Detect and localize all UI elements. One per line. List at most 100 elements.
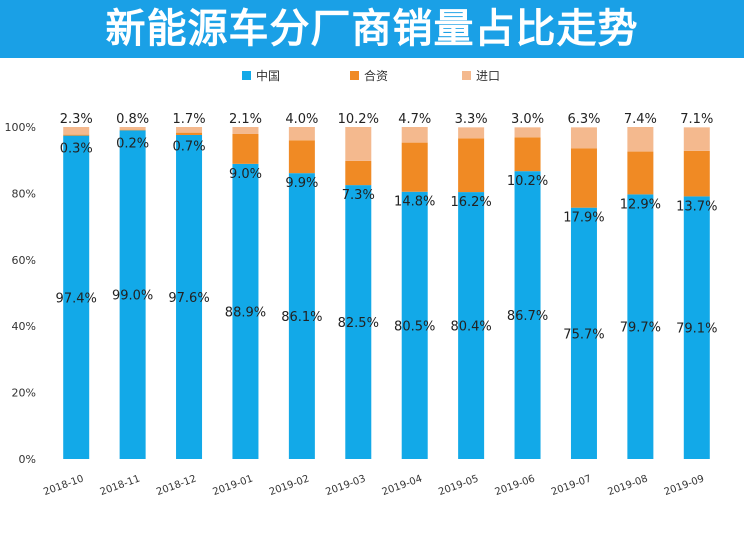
- y-tick-label: 0%: [19, 453, 36, 466]
- bar-segment: [514, 127, 541, 138]
- data-label: 0.2%: [116, 137, 149, 152]
- data-label: 17.9%: [563, 211, 604, 226]
- x-tick-label: 2019-02: [268, 473, 311, 498]
- bar-segment: [288, 140, 315, 174]
- bar-segment: [627, 194, 654, 459]
- x-tick-label: 2019-01: [211, 473, 254, 498]
- data-label: 14.8%: [394, 195, 435, 210]
- x-tick-label: 2018-11: [99, 473, 142, 498]
- bar-segment: [345, 127, 372, 161]
- data-labels: 97.4% 0.3% 2.3% 99.0% 0.2% 0.8% 97.6% 0.7% 1.7% 8…: [56, 112, 718, 342]
- legend-swatch: [350, 71, 359, 80]
- bar-segment: [63, 134, 90, 136]
- legend-label: 进口: [476, 69, 500, 83]
- x-tick-label: 2018-10: [42, 473, 85, 498]
- data-label: 97.6%: [168, 291, 209, 306]
- data-label: 80.4%: [450, 320, 491, 335]
- bar-segment: [176, 134, 203, 459]
- data-label: 2.1%: [229, 112, 262, 127]
- data-label: 80.5%: [394, 319, 435, 334]
- data-label: 75.7%: [563, 327, 604, 342]
- data-label: 79.1%: [676, 322, 717, 337]
- y-axis: 0% 20% 40% 60% 80% 100%: [5, 121, 36, 466]
- x-tick-label: 2019-03: [324, 473, 367, 498]
- bar-segment: [345, 160, 372, 186]
- data-label: 6.3%: [567, 112, 600, 127]
- data-label: 0.3%: [60, 142, 93, 157]
- bar-segment: [514, 137, 541, 172]
- x-tick-label: 2019-08: [606, 473, 649, 498]
- bar-segment: [458, 127, 485, 139]
- y-tick-label: 20%: [12, 387, 36, 400]
- bar-segment: [119, 130, 146, 459]
- legend: 中国 合资 进口: [242, 68, 500, 83]
- bar-segment: [570, 148, 597, 208]
- data-label: 10.2%: [507, 174, 548, 189]
- bar-segment: [683, 196, 710, 459]
- x-tick-label: 2018-12: [155, 473, 198, 498]
- bars: [63, 127, 710, 460]
- data-label: 3.0%: [511, 112, 544, 127]
- data-label: 2.3%: [60, 112, 93, 127]
- data-label: 79.7%: [620, 321, 661, 336]
- bar-segment: [514, 171, 541, 459]
- x-tick-label: 2019-05: [437, 473, 480, 498]
- data-label: 9.0%: [229, 167, 262, 182]
- bar-segment: [63, 135, 90, 459]
- data-label: 7.4%: [624, 112, 657, 127]
- bar-segment: [458, 192, 485, 459]
- bar-segment: [401, 142, 428, 192]
- x-tick-label: 2019-06: [494, 473, 537, 498]
- bar-segment: [401, 191, 428, 460]
- data-label: 3.3%: [455, 112, 488, 127]
- title-bar: [0, 0, 744, 58]
- legend-swatch: [242, 71, 251, 80]
- bar-segment: [401, 127, 428, 143]
- data-label: 97.4%: [56, 291, 97, 306]
- bar-segment: [176, 127, 203, 133]
- bar-segment: [683, 127, 710, 151]
- bar-segment: [570, 127, 597, 149]
- data-label: 16.2%: [450, 195, 491, 210]
- data-label: 86.7%: [507, 309, 548, 324]
- y-tick-label: 80%: [12, 187, 36, 200]
- bar-segment: [232, 133, 259, 164]
- bar-segment: [232, 127, 259, 134]
- data-label: 88.9%: [225, 305, 266, 320]
- bar-segment: [627, 127, 654, 152]
- data-label: 13.7%: [676, 199, 717, 214]
- bar-segment: [345, 185, 372, 459]
- y-tick-label: 100%: [5, 121, 36, 134]
- bar-segment: [683, 150, 710, 197]
- bar-segment: [570, 207, 597, 459]
- data-label: 86.1%: [281, 310, 322, 325]
- data-label: 0.7%: [173, 140, 206, 155]
- data-label: 0.8%: [116, 112, 149, 127]
- x-tick-label: 2019-04: [381, 473, 424, 498]
- bar-segment: [627, 151, 654, 195]
- bar-segment: [232, 163, 259, 459]
- bar-segment: [458, 138, 485, 193]
- bar-segment: [119, 129, 146, 131]
- data-label: 7.3%: [342, 188, 375, 203]
- data-label: 12.9%: [620, 197, 661, 212]
- data-label: 4.0%: [285, 112, 318, 127]
- x-tick-label: 2019-09: [663, 473, 706, 498]
- stacked-bar-chart: 中国 合资 进口 0% 20% 40% 60% 80% 100% 2018-10 2018-11…: [5, 68, 718, 498]
- y-tick-label: 40%: [12, 320, 36, 333]
- bar-segment: [288, 173, 315, 459]
- y-tick-label: 60%: [12, 254, 36, 267]
- data-label: 1.7%: [173, 112, 206, 127]
- data-label: 82.5%: [338, 316, 379, 331]
- bar-segment: [63, 127, 90, 135]
- data-label: 10.2%: [338, 112, 379, 127]
- bar-segment: [288, 127, 315, 141]
- bar-segment: [119, 127, 146, 130]
- data-label: 99.0%: [112, 289, 153, 304]
- data-label: 7.1%: [680, 112, 713, 127]
- x-tick-label: 2019-07: [550, 473, 593, 498]
- legend-label: 合资: [364, 68, 388, 83]
- x-axis: 2018-10 2018-11 2018-12 2019-01 2019-02 2019-…: [42, 473, 706, 498]
- data-label: 4.7%: [398, 112, 431, 127]
- legend-label: 中国: [256, 68, 280, 83]
